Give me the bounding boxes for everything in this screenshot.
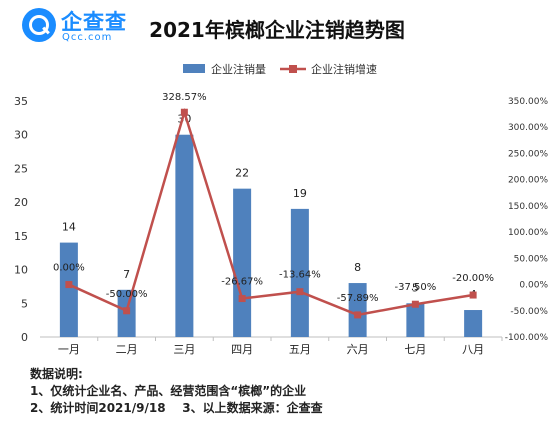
left-axis-tick-label: 20: [14, 196, 28, 209]
right-axis-tick-label: 0.00%: [519, 281, 548, 291]
right-axis-tick-label: 200.00%: [508, 176, 548, 186]
bar: [175, 134, 194, 337]
line-value-label: -37.50%: [395, 282, 437, 293]
line-point: [123, 307, 131, 315]
growth-line: [68, 107, 474, 317]
left-axis-tick-label: 25: [14, 162, 28, 175]
right-axis-tick-label: 250.00%: [508, 149, 548, 159]
line-value-label: -26.67%: [221, 277, 263, 288]
bar-value-label: 14: [62, 221, 76, 234]
left-axis-tick-label: 5: [21, 297, 28, 310]
qcc-logo: 企查查 Qcc.com: [22, 6, 132, 46]
chart-title: 2021年槟榔企业注销趋势图: [149, 18, 405, 42]
bar: [290, 208, 309, 337]
right-axis-tick-label: 300.00%: [508, 123, 548, 133]
legend-line-marker: [289, 65, 297, 73]
line-value-label: -50.00%: [106, 289, 148, 300]
notes-heading: 数据说明:: [30, 367, 83, 381]
x-axis-tick-label: 八月: [462, 343, 484, 356]
bar: [348, 283, 367, 337]
bar-value-label: 5: [412, 281, 419, 294]
bar: [233, 188, 252, 337]
right-axis-tick-label: -100.00%: [505, 333, 549, 343]
x-axis-tick-label: 三月: [173, 343, 195, 356]
line-point: [296, 288, 304, 296]
legend-line-label: 企业注销增速: [311, 62, 377, 76]
x-axis-tick-label: 二月: [116, 343, 138, 356]
legend-bar-label: 企业注销量: [211, 62, 266, 76]
x-axis-tick-label: 四月: [231, 343, 253, 356]
bar: [59, 242, 78, 337]
logo-name: 企查查: [61, 10, 127, 34]
line-value-label: 0.00%: [53, 263, 85, 274]
left-axis-tick-label: 0: [21, 331, 28, 344]
line-value-label: -13.64%: [279, 270, 321, 281]
left-axis-tick-label: 10: [14, 264, 28, 277]
bar-value-label: 8: [354, 261, 361, 274]
x-axis-tick-label: 七月: [404, 343, 426, 356]
bar-value-label: 7: [123, 268, 130, 281]
line-point: [469, 291, 477, 299]
line-point: [238, 295, 246, 303]
line-point: [411, 300, 419, 308]
bar: [406, 303, 425, 337]
x-axis-tick-label: 一月: [58, 343, 80, 356]
right-axis-tick-label: 350.00%: [508, 97, 548, 107]
data-notes: 数据说明: 1、仅统计企业名、产品、经营范围含“槟榔”的企业 2、统计时间202…: [30, 366, 323, 417]
right-axis-tick-label: 150.00%: [508, 202, 548, 212]
line-point: [354, 311, 362, 319]
x-axis-tick-label: 五月: [289, 343, 311, 356]
line-value-label: 328.57%: [162, 92, 207, 103]
line-value-label: -57.89%: [337, 293, 379, 304]
left-axis-tick-label: 15: [14, 230, 28, 243]
right-axis-tick-label: 50.00%: [514, 254, 549, 264]
notes-line-2: 2、统计时间2021/9/18 3、以上数据来源：企查查: [30, 401, 323, 415]
bar: [464, 310, 483, 337]
line-point: [180, 108, 188, 116]
legend-bar-swatch: [183, 64, 205, 73]
search-logo-icon: [22, 8, 56, 42]
notes-line-1: 1、仅统计企业名、产品、经营范围含“槟榔”的企业: [30, 384, 307, 398]
left-axis-tick-label: 35: [14, 95, 28, 108]
right-axis-tick-label: 100.00%: [508, 228, 548, 238]
logo-domain: Qcc.com: [62, 32, 113, 43]
x-axis-tick-label: 六月: [347, 343, 369, 356]
bar-value-label: 19: [293, 187, 307, 200]
bar-value-label: 22: [235, 167, 249, 180]
right-axis-tick-label: -50.00%: [510, 307, 548, 317]
left-axis-tick-label: 30: [14, 129, 28, 142]
line-value-label: -20.00%: [452, 273, 494, 284]
line-point: [65, 281, 73, 289]
